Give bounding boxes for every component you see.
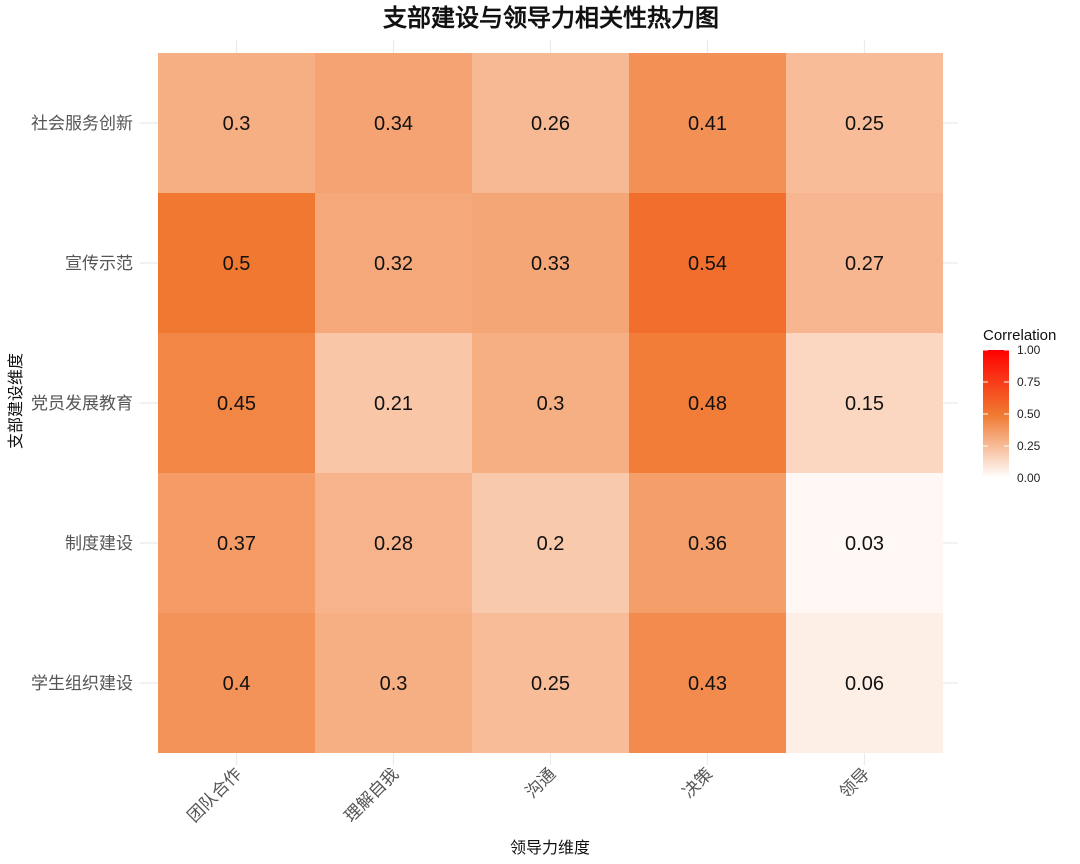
legend-tick-label: 0.50	[1017, 407, 1041, 421]
x-tick-label: 团队合作	[184, 764, 246, 826]
cell-value-label: 0.3	[380, 673, 408, 695]
cell-value-label: 0.32	[374, 253, 413, 275]
cell-value-label: 0.28	[374, 533, 413, 555]
x-tick-label: 理解自我	[341, 764, 403, 826]
heatmap-cell	[629, 613, 786, 753]
chart-title: 支部建设与领导力相关性热力图	[383, 4, 719, 32]
heatmap-cell	[472, 53, 629, 193]
cell-value-label: 0.48	[688, 393, 727, 415]
legend-tick-label: 0.75	[1017, 375, 1041, 389]
heatmap-cell	[158, 333, 315, 473]
y-tick-label: 制度建设	[65, 534, 133, 554]
heatmap-cell	[629, 53, 786, 193]
heatmap-cell	[786, 193, 943, 333]
y-axis-title: 支部建设维度	[6, 353, 25, 449]
cell-value-label: 0.37	[217, 533, 256, 555]
heatmap-cell	[158, 193, 315, 333]
heatmap-cell	[629, 193, 786, 333]
legend-tick-label: 0.25	[1017, 439, 1041, 453]
cell-value-label: 0.5	[223, 253, 251, 275]
heatmap-cell	[472, 473, 629, 613]
legend-tick-label: 1.00	[1017, 343, 1041, 357]
heatmap-cell	[315, 333, 472, 473]
x-tick-label: 决策	[679, 764, 717, 802]
cell-value-label: 0.4	[223, 673, 251, 695]
cell-value-label: 0.25	[845, 113, 884, 135]
heatmap-cell	[158, 613, 315, 753]
y-tick-label: 党员发展教育	[31, 394, 133, 414]
heatmap-cell	[315, 613, 472, 753]
cell-value-label: 0.54	[688, 253, 727, 275]
heatmap-cell	[315, 53, 472, 193]
heatmap-cell	[315, 473, 472, 613]
cell-value-label: 0.21	[374, 393, 413, 415]
heatmap-cell	[315, 193, 472, 333]
heatmap-cell	[629, 333, 786, 473]
heatmap-cell	[472, 333, 629, 473]
cell-value-label: 0.2	[537, 533, 565, 555]
cell-labels: 0.3 0.34 0.26 0.41 0.25 0.5 0.32 0.33 0.54 0.27 0.…	[217, 113, 884, 695]
heatmap-cell	[158, 473, 315, 613]
cell-value-label: 0.34	[374, 113, 413, 135]
x-tick-label: 沟通	[522, 764, 560, 802]
cell-value-label: 0.3	[223, 113, 251, 135]
heatmap-cell	[472, 613, 629, 753]
cell-value-label: 0.15	[845, 393, 884, 415]
heatmap-cell	[472, 193, 629, 333]
cell-value-label: 0.27	[845, 253, 884, 275]
legend-tick-label: 0.00	[1017, 471, 1041, 485]
cell-value-label: 0.26	[531, 113, 570, 135]
heatmap-cell	[786, 333, 943, 473]
cell-value-label: 0.3	[537, 393, 565, 415]
x-tick-label: 领导	[836, 764, 874, 802]
y-tick-label: 宣传示范	[65, 254, 133, 274]
y-tick-label: 社会服务创新	[31, 114, 133, 134]
x-axis-title: 领导力维度	[510, 838, 590, 857]
cell-value-label: 0.33	[531, 253, 570, 275]
heatmap-cell	[629, 473, 786, 613]
heatmap-cell	[786, 613, 943, 753]
heatmap-cells	[158, 53, 943, 753]
cell-value-label: 0.45	[217, 393, 256, 415]
cell-value-label: 0.36	[688, 533, 727, 555]
color-legend: Correlation 1.00 0.75 0.50 0.25 0.00	[983, 327, 1056, 485]
heatmap-cell	[158, 53, 315, 193]
y-tick-label: 学生组织建设	[31, 674, 133, 694]
legend-title: Correlation	[983, 327, 1056, 344]
heatmap-cell	[786, 53, 943, 193]
cell-value-label: 0.43	[688, 673, 727, 695]
cell-value-label: 0.25	[531, 673, 570, 695]
cell-value-label: 0.06	[845, 673, 884, 695]
x-axis-tick-labels: 团队合作 理解自我 沟通 决策 领导	[184, 764, 874, 826]
heatmap-cell	[786, 473, 943, 613]
cell-value-label: 0.03	[845, 533, 884, 555]
cell-value-label: 0.41	[688, 113, 727, 135]
